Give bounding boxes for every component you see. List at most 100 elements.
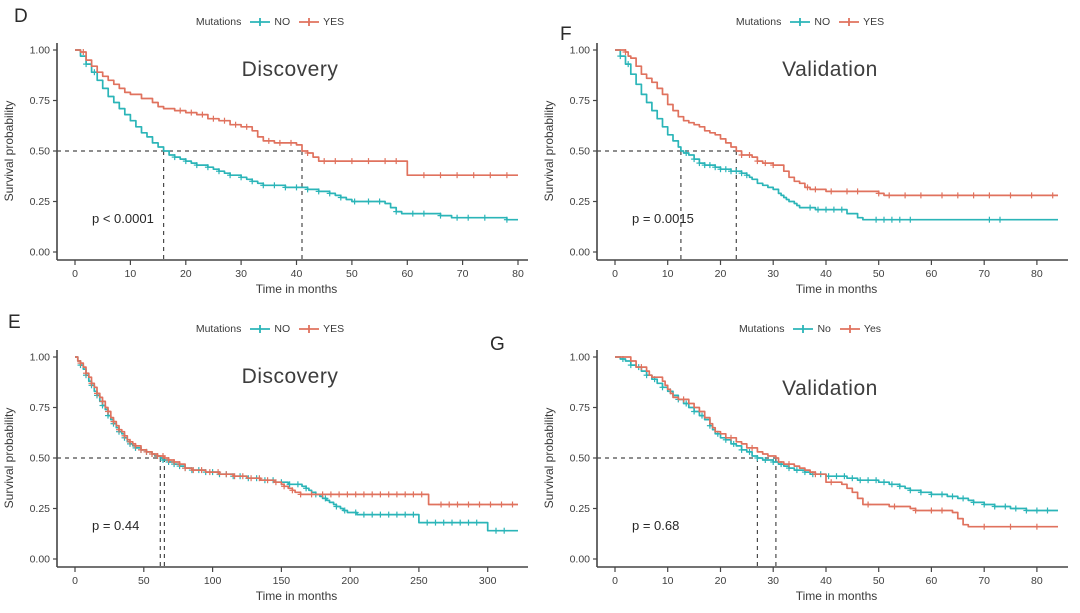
x-tick-label: 250 xyxy=(410,575,428,587)
panel-D: Mutations NO YES 0.00 0.25 0.50 0.75 1.00 0 10… xyxy=(0,0,540,306)
x-tick-label: 70 xyxy=(457,268,469,280)
y-tick-label: 1.00 xyxy=(570,352,591,364)
x-tick-label: 60 xyxy=(926,575,938,587)
legend-item-no: NO xyxy=(790,16,830,28)
y-tick-label: 0.75 xyxy=(30,402,51,414)
legend-item-yes: YES xyxy=(299,16,344,28)
legend-title: Mutations xyxy=(738,323,785,335)
x-tick-label: 30 xyxy=(235,268,247,280)
y-tick-label: 1.00 xyxy=(30,45,51,57)
x-tick-label: 80 xyxy=(1031,268,1043,280)
censor-marks-YES xyxy=(638,364,1040,530)
x-tick-label: 70 xyxy=(978,575,990,587)
y-tick-label: 1.00 xyxy=(30,352,51,364)
legend-item-yes: YES xyxy=(839,16,884,28)
y-tick-label: 0.50 xyxy=(30,146,51,158)
y-tick-label: 0.75 xyxy=(570,95,591,107)
legend-item-no: NO xyxy=(250,16,290,28)
series-NO xyxy=(615,49,1058,223)
y-tick-label: 0.50 xyxy=(570,146,591,158)
p-value: p < 0.0001 xyxy=(92,211,154,226)
panel-E: Mutations NO YES 0.00 0.25 0.50 0.75 1.00 0 50… xyxy=(0,307,540,613)
legend-label-no: NO xyxy=(274,323,291,335)
km-plot-discovery-os: 0.00 0.25 0.50 0.75 1.00 0 10 20 30 40 50 60 70 80 Tim… xyxy=(2,43,528,296)
x-tick-label: 80 xyxy=(512,268,524,280)
axes: 0.00 0.25 0.50 0.75 1.00 0 10 20 30 40 50 60 70 80 Tim… xyxy=(542,43,1068,296)
x-tick-label: 200 xyxy=(341,575,359,587)
legend-label-no: NO xyxy=(274,16,291,28)
yes-curve-key-icon xyxy=(299,17,320,27)
no-curve-key-icon xyxy=(790,17,811,27)
y-tick-label: 0.50 xyxy=(30,453,51,465)
panel-label-F: F xyxy=(560,24,572,45)
x-tick-label: 50 xyxy=(873,268,885,280)
legend-item-no: NO xyxy=(250,323,290,335)
y-tick-label: 0.25 xyxy=(30,503,51,515)
series-YES xyxy=(75,356,518,508)
legend-title: Mutations xyxy=(195,16,242,28)
legend-label-yes: YES xyxy=(863,16,885,28)
series-NO xyxy=(75,49,518,223)
yes-curve-key-icon xyxy=(839,324,860,334)
x-tick-label: 30 xyxy=(767,268,779,280)
plot-title: Validation xyxy=(782,58,878,81)
survival-curve-YES xyxy=(615,49,1058,197)
survival-curve-YES xyxy=(615,356,1058,528)
x-axis-label: Time in months xyxy=(256,589,338,603)
x-tick-label: 20 xyxy=(715,268,727,280)
p-value: p = 0.0015 xyxy=(632,211,694,226)
legend-label-yes: Yes xyxy=(863,323,882,335)
p-value: p = 0.68 xyxy=(632,518,680,533)
legend-item-no: No xyxy=(793,323,831,335)
legend-G: Mutations No Yes xyxy=(540,323,1080,335)
legend-label-no: NO xyxy=(814,16,831,28)
axes: 0.00 0.25 0.50 0.75 1.00 0 50 100 150 200 250 300 Ti… xyxy=(2,350,528,603)
x-axis-label: Time in months xyxy=(256,282,338,296)
legend-item-yes: Yes xyxy=(839,323,882,335)
y-tick-label: 0.25 xyxy=(570,196,591,208)
x-tick-label: 80 xyxy=(1031,575,1043,587)
panel-G: Mutations No Yes 0.00 0.25 0.50 0.75 1.00 0 10… xyxy=(540,307,1080,613)
median-guides xyxy=(57,457,165,567)
median-guides xyxy=(57,150,303,260)
y-axis-label: Survival probability xyxy=(2,101,16,202)
y-axis-label: Survival probability xyxy=(542,101,556,202)
censor-marks-YES xyxy=(80,49,510,179)
series-YES xyxy=(615,49,1058,199)
plot-title: Validation xyxy=(782,377,878,400)
km-plot-validation-os: 0.00 0.25 0.50 0.75 1.00 0 10 20 30 40 50 60 70 80 Tim… xyxy=(542,43,1068,296)
survival-curve-YES xyxy=(75,49,518,177)
x-tick-label: 0 xyxy=(612,575,618,587)
y-axis-label: Survival probability xyxy=(542,408,556,509)
censor-marks-NO xyxy=(83,61,510,223)
y-tick-label: 0.75 xyxy=(570,402,591,414)
panel-label-E: E xyxy=(8,312,21,333)
x-tick-label: 300 xyxy=(479,575,497,587)
legend-title: Mutations xyxy=(735,16,782,28)
y-tick-label: 0.00 xyxy=(30,554,51,566)
axes: 0.00 0.25 0.50 0.75 1.00 0 10 20 30 40 50 60 70 80 Tim… xyxy=(542,350,1068,603)
axes: 0.00 0.25 0.50 0.75 1.00 0 10 20 30 40 50 60 70 80 Tim… xyxy=(2,43,528,296)
y-tick-label: 0.25 xyxy=(30,196,51,208)
x-tick-label: 50 xyxy=(873,575,885,587)
x-tick-label: 10 xyxy=(662,268,674,280)
y-tick-label: 0.00 xyxy=(30,247,51,259)
plot-title: Discovery xyxy=(241,365,339,388)
x-tick-label: 40 xyxy=(291,268,303,280)
no-curve-key-icon xyxy=(250,17,271,27)
x-tick-label: 60 xyxy=(926,268,938,280)
series-YES xyxy=(615,356,1058,530)
yes-curve-key-icon xyxy=(299,324,320,334)
y-tick-label: 1.00 xyxy=(570,45,591,57)
legend-E: Mutations NO YES xyxy=(0,323,540,335)
x-tick-label: 30 xyxy=(767,575,779,587)
y-axis-label: Survival probability xyxy=(2,408,16,509)
yes-curve-key-icon xyxy=(839,17,860,27)
p-value: p = 0.44 xyxy=(92,518,140,533)
x-tick-label: 10 xyxy=(662,575,674,587)
x-tick-label: 0 xyxy=(612,268,618,280)
y-tick-label: 0.25 xyxy=(570,503,591,515)
x-axis-label: Time in months xyxy=(796,282,878,296)
y-tick-label: 0.00 xyxy=(570,247,591,259)
